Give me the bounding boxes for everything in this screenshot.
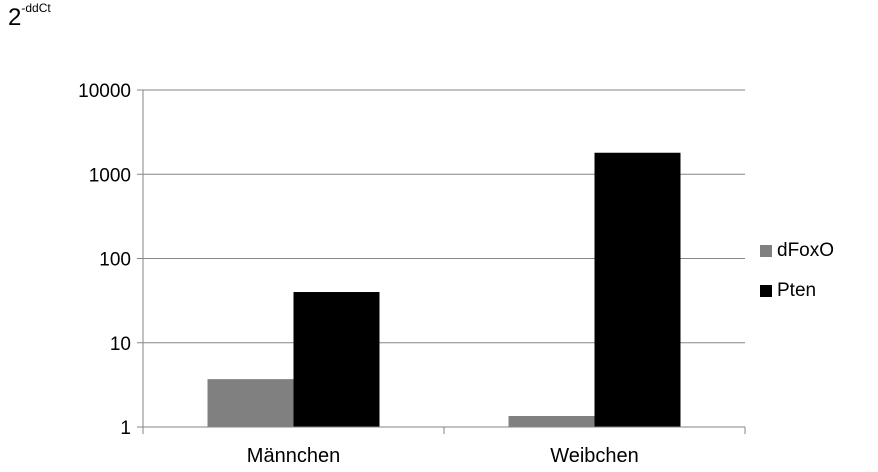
y-tick-label-1: 1 [120, 418, 131, 439]
y-tick-label-10000: 10000 [78, 81, 131, 102]
legend-swatch-pten [760, 285, 772, 297]
bar-pten-2 [594, 152, 681, 427]
x-tick-label-2: Weibchen [550, 445, 639, 467]
legend-label-dfoxo: dFoxO [777, 240, 835, 261]
y-axis-title: 2-ddCt [8, 2, 51, 31]
legend-label-pten: Pten [777, 280, 817, 301]
y-tick-label-10: 10 [110, 334, 131, 355]
x-tick-label-1: Männchen [247, 445, 340, 467]
y-axis-title-exponent: -ddCt [21, 1, 51, 15]
legend-item-pten: Pten [760, 280, 834, 302]
bar-dfoxo-1 [207, 379, 294, 427]
y-tick-label-100: 100 [99, 250, 131, 271]
legend: dFoxO Pten [760, 240, 834, 320]
bar-pten-1 [293, 292, 380, 427]
bar-dfoxo-2 [508, 416, 595, 427]
legend-item-dfoxo: dFoxO [760, 240, 834, 262]
y-tick-label-1000: 1000 [89, 165, 131, 186]
y-axis-title-base: 2 [8, 4, 22, 31]
legend-swatch-dfoxo [760, 245, 772, 257]
